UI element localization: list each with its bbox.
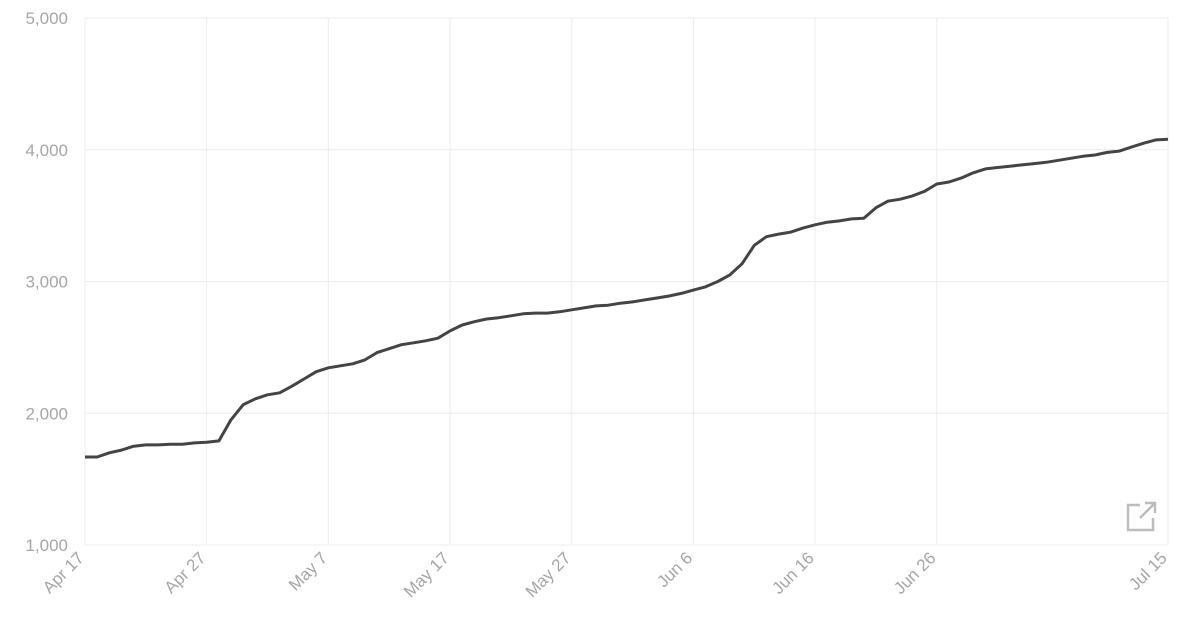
x-tick-label: Apr 17 — [39, 548, 88, 597]
y-tick-label: 1,000 — [25, 536, 68, 555]
x-tick-label: Apr 27 — [161, 548, 210, 597]
x-tick-label: Jun 6 — [653, 548, 696, 591]
x-tick-label: Jun 26 — [890, 548, 940, 598]
x-tick-label: May 17 — [400, 548, 453, 601]
x-tick-label: May 27 — [522, 548, 575, 601]
line-series — [85, 137, 1169, 459]
icon-box — [1126, 503, 1155, 532]
x-tick-label: May 7 — [285, 548, 331, 594]
y-tick-label: 3,000 — [25, 273, 68, 292]
icon-arrow — [1139, 501, 1157, 519]
x-tick-label: Jul 15 — [1125, 548, 1171, 594]
external-link-icon[interactable] — [1126, 501, 1157, 532]
x-tick-label: Jun 16 — [768, 548, 818, 598]
y-tick-label: 2,000 — [25, 404, 68, 423]
y-tick-label: 5,000 — [25, 9, 68, 28]
y-tick-label: 4,000 — [25, 141, 68, 160]
